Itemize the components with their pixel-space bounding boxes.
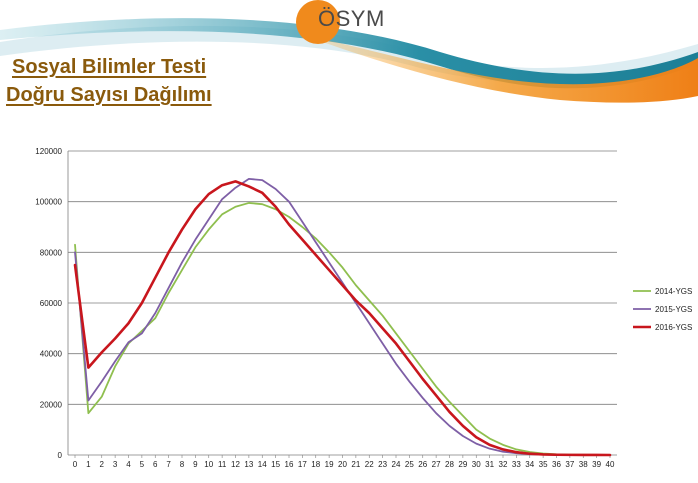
chart-axes — [67, 151, 611, 458]
x-tick-label: 6 — [153, 460, 158, 469]
x-tick-label: 16 — [285, 460, 294, 469]
x-tick-label: 10 — [204, 460, 213, 469]
chart-legend: 2014-YGS 2015-YGS 2016-YGS — [633, 287, 692, 332]
y-tick-label: 20000 — [40, 400, 63, 409]
page-title-line-1: Sosyal Bilimler Testi — [12, 56, 207, 78]
x-tick-label: 39 — [592, 460, 601, 469]
x-tick-label: 13 — [244, 460, 253, 469]
x-tick-label: 20 — [338, 460, 347, 469]
x-tick-label: 12 — [231, 460, 240, 469]
banner-swoosh-teal — [0, 18, 698, 89]
x-tick-label: 34 — [525, 460, 534, 469]
x-tick-label: 21 — [351, 460, 360, 469]
x-tick-label: 17 — [298, 460, 307, 469]
series-line-2014-YGS — [74, 202, 611, 456]
x-tick-label: 22 — [365, 460, 374, 469]
x-tick-label: 23 — [378, 460, 387, 469]
banner-swoosh-orange — [300, 34, 698, 103]
x-tick-label: 1 — [86, 460, 91, 469]
x-tick-label: 9 — [193, 460, 198, 469]
x-tick-label: 24 — [392, 460, 401, 469]
x-tick-label: 25 — [405, 460, 414, 469]
y-tick-label: 60000 — [40, 299, 63, 308]
chart-series-lines — [73, 177, 612, 457]
legend-label: 2015-YGS — [655, 305, 692, 314]
x-tick-label: 7 — [166, 460, 171, 469]
chart-gridlines — [68, 150, 617, 456]
y-tick-label: 120000 — [35, 147, 62, 156]
x-tick-label: 18 — [311, 460, 320, 469]
x-tick-label: 4 — [126, 460, 131, 469]
x-tick-label: 28 — [445, 460, 454, 469]
x-tick-label: 32 — [499, 460, 508, 469]
logo-circle — [296, 0, 340, 44]
x-tick-label: 30 — [472, 460, 481, 469]
x-tick-label: 0 — [73, 460, 78, 469]
y-tick-label: 40000 — [40, 350, 63, 359]
x-tick-label: 35 — [539, 460, 548, 469]
header-banner — [0, 0, 698, 103]
y-axis-tick-labels: 0 20000 40000 60000 80000 100000 120000 — [35, 147, 62, 460]
banner-swoosh-light — [0, 25, 698, 83]
x-tick-label: 38 — [579, 460, 588, 469]
x-tick-label: 33 — [512, 460, 521, 469]
x-axis-tick-labels: 0 1 2 3 4 5 6 7 8 9 10 11 12 13 14 15 16 17 18 19 20 21 22 23 24… — [73, 460, 615, 469]
x-tick-label: 3 — [113, 460, 118, 469]
series-line-2016-YGS — [73, 180, 612, 457]
y-tick-label: 0 — [58, 451, 63, 460]
logo-text: ÖSYM — [318, 6, 385, 31]
x-tick-label: 19 — [325, 460, 334, 469]
x-tick-label: 31 — [485, 460, 494, 469]
x-tick-label: 14 — [258, 460, 267, 469]
x-tick-label: 40 — [606, 460, 615, 469]
x-tick-label: 29 — [458, 460, 467, 469]
legend-label: 2014-YGS — [655, 287, 692, 296]
x-tick-label: 36 — [552, 460, 561, 469]
page-title-line-2: Doğru Sayısı Dağılımı — [6, 84, 212, 106]
x-tick-label: 5 — [140, 460, 145, 469]
x-tick-label: 8 — [180, 460, 185, 469]
y-tick-label: 80000 — [40, 248, 63, 257]
x-tick-label: 37 — [565, 460, 574, 469]
x-tick-label: 27 — [432, 460, 441, 469]
y-tick-label: 100000 — [35, 198, 62, 207]
x-tick-label: 26 — [418, 460, 427, 469]
x-tick-label: 2 — [100, 460, 105, 469]
x-tick-label: 15 — [271, 460, 280, 469]
x-tick-label: 11 — [218, 460, 227, 469]
legend-label: 2016-YGS — [655, 323, 692, 332]
